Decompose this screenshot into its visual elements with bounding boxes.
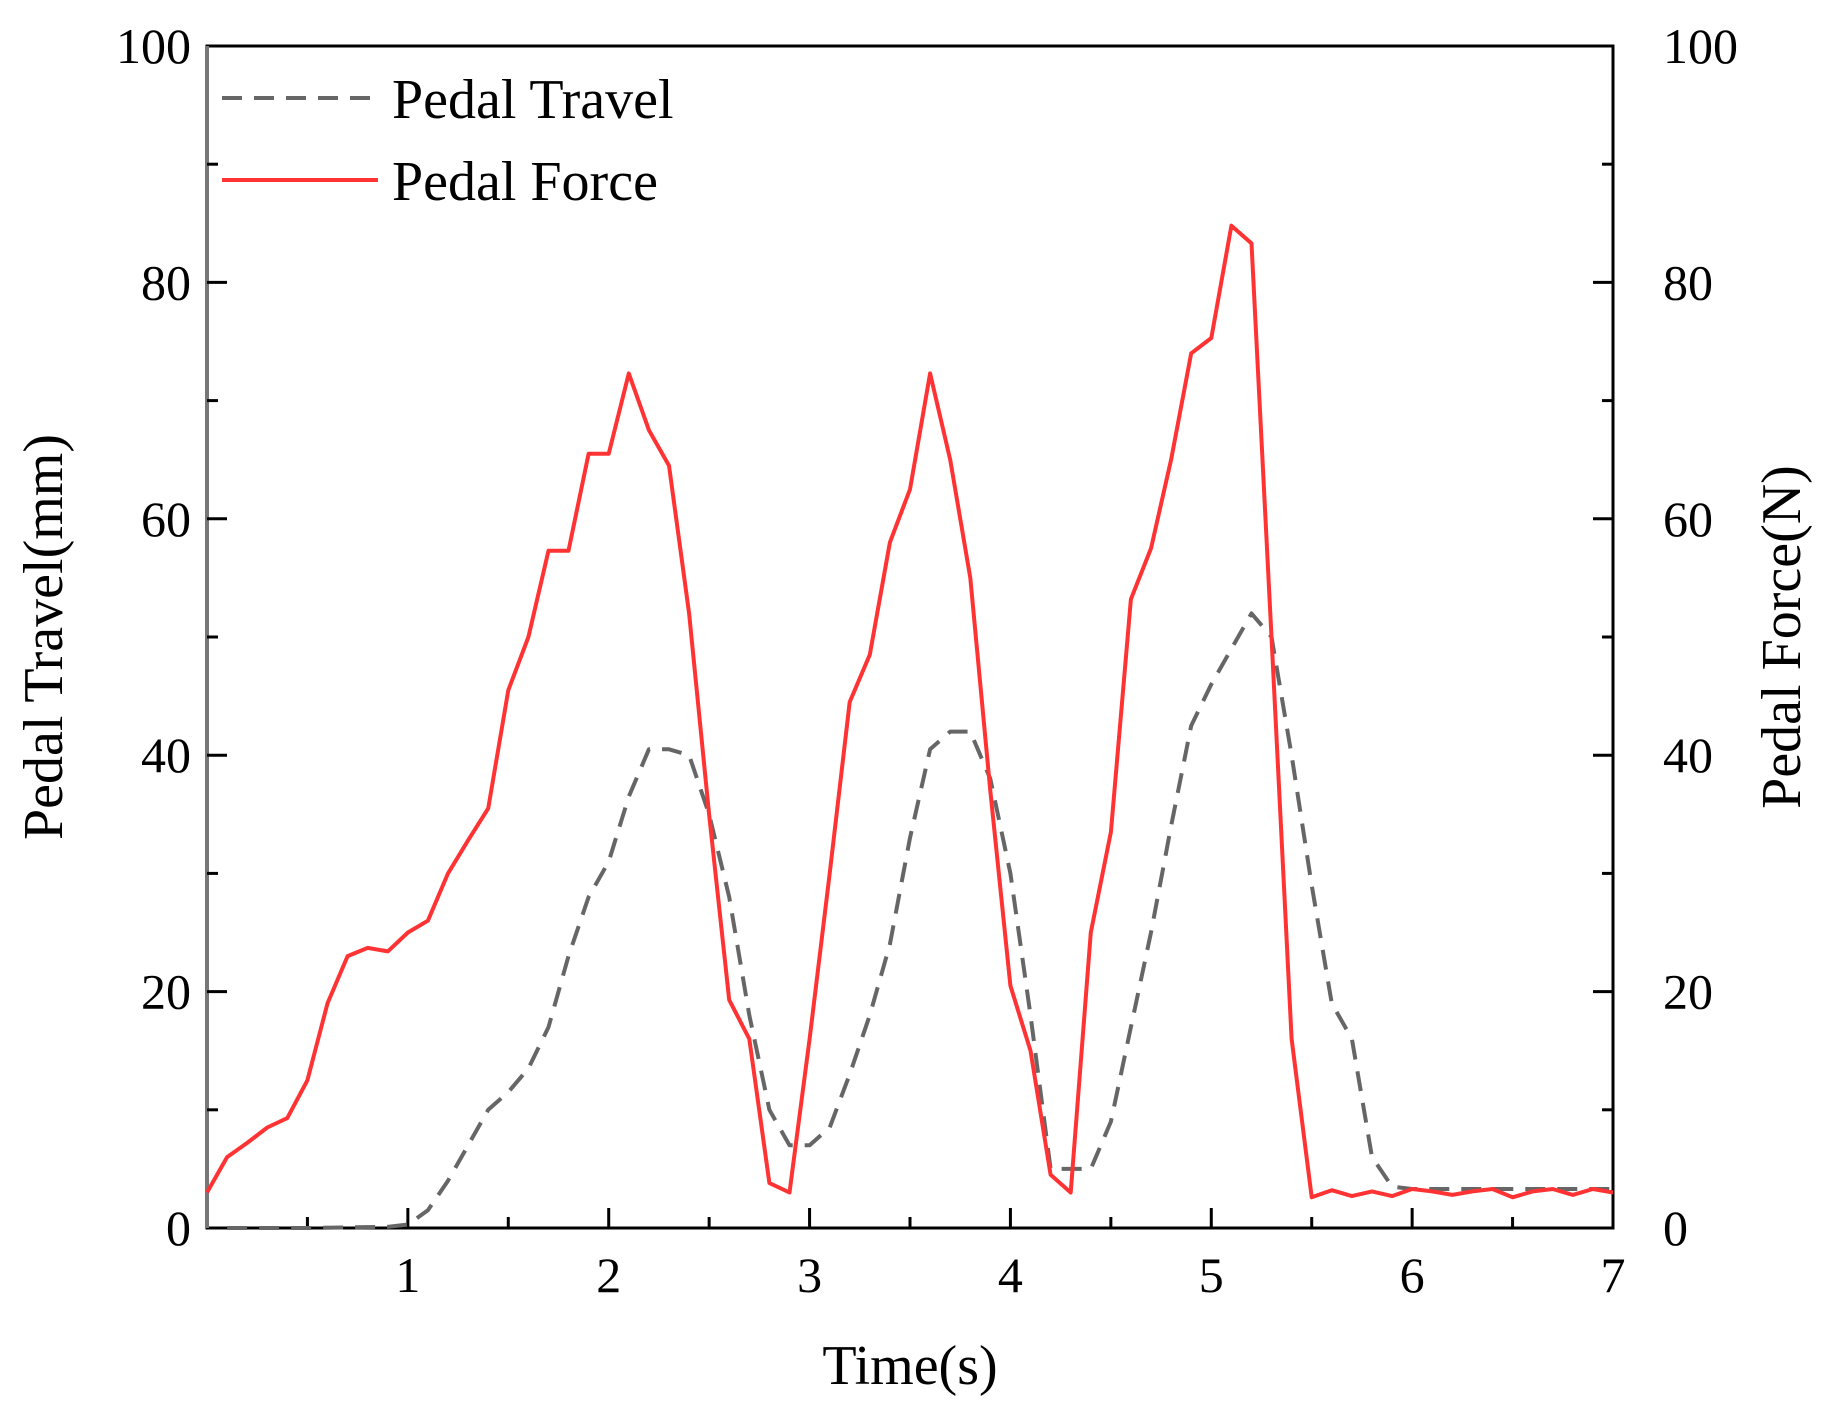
left-y-tick-label: 0	[166, 1200, 191, 1256]
right-y-axis-title: Pedal Force(N)	[1751, 465, 1813, 809]
x-tick-label: 5	[1199, 1247, 1224, 1303]
left-y-tick-label: 40	[141, 727, 191, 783]
legend-travel-label: Pedal Travel	[392, 69, 674, 131]
x-tick-label: 7	[1601, 1247, 1626, 1303]
right-y-tick-label: 20	[1663, 964, 1713, 1020]
right-y-tick-label: 100	[1663, 18, 1738, 74]
left-y-tick-label: 80	[141, 254, 191, 310]
x-tick-label: 6	[1400, 1247, 1425, 1303]
plot-area-border	[205, 44, 1615, 1230]
right-y-tick-label: 80	[1663, 254, 1713, 310]
series-layer	[205, 223, 1614, 1230]
pedal-travel-series-line	[227, 611, 1613, 1230]
plot-frame	[205, 44, 1615, 1230]
left-y-axis-title: Pedal Travel(mm)	[13, 434, 75, 840]
legend: Pedal Travel Pedal Force	[222, 69, 674, 213]
x-axis-title: Time(s)	[822, 1335, 997, 1397]
x-tick-label: 4	[998, 1247, 1023, 1303]
right-y-tick-label: 0	[1663, 1200, 1688, 1256]
left-y-tick-label: 20	[141, 964, 191, 1020]
x-tick-label: 3	[797, 1247, 822, 1303]
left-y-tick-label: 60	[141, 491, 191, 547]
legend-force-label: Pedal Force	[392, 151, 658, 213]
x-tick-label: 2	[596, 1247, 621, 1303]
right-y-tick-label: 40	[1663, 727, 1713, 783]
pedal-force-series-line	[205, 223, 1614, 1200]
right-y-tick-label: 60	[1663, 491, 1713, 547]
x-tick-label: 1	[395, 1247, 420, 1303]
left-y-tick-label: 100	[116, 18, 191, 74]
